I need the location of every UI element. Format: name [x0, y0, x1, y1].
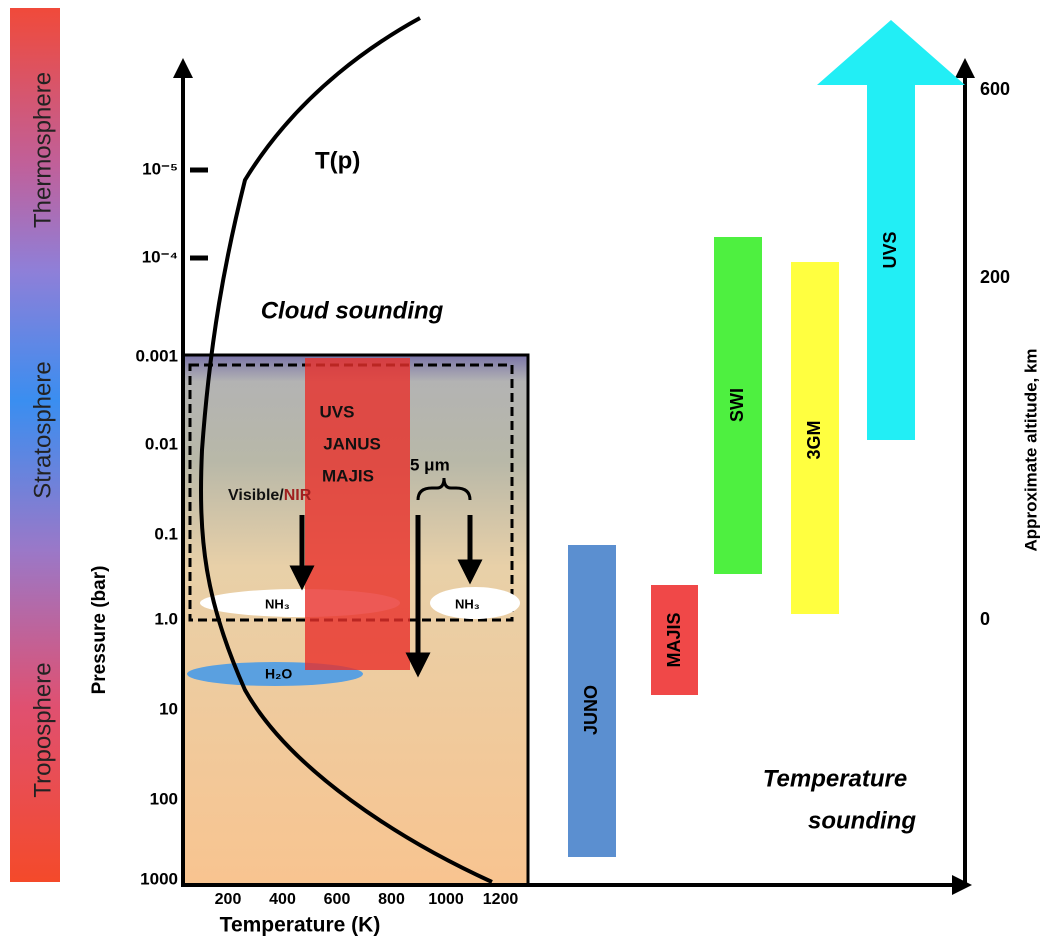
instrument-bar [651, 585, 698, 695]
cloud-label: NH₃ [455, 596, 480, 611]
axis-label: Pressure (bar) [89, 566, 110, 695]
curve-label: T(p) [315, 147, 360, 174]
band-label: 5 μm [410, 455, 450, 474]
visible-label: Visible/NIR [228, 487, 312, 504]
instrument-label: UVS [880, 231, 900, 268]
axis-label: Approximate altitude, km [1021, 348, 1040, 551]
brace [416, 477, 472, 501]
tick-label: 1.0 [154, 609, 178, 628]
axis-label: Temperature (K) [220, 914, 381, 937]
layer-label: Stratosphere [29, 361, 56, 498]
tick-label: 600 [324, 891, 351, 908]
layer-bar [10, 8, 60, 882]
tick-label: 800 [378, 891, 405, 908]
instrument-bar [568, 545, 616, 857]
tick-label: 600 [980, 79, 1010, 99]
tick-label: 400 [269, 891, 296, 908]
instrument-label: SWI [727, 388, 747, 422]
nir-text: NIR [284, 487, 312, 504]
cloud-label: H₂O [265, 666, 292, 682]
cloud-sounding-band [305, 358, 410, 670]
tick-label: 200 [215, 891, 242, 908]
temperature-curve [199, 16, 493, 884]
cloud-sounding-title: Cloud sounding [261, 297, 444, 324]
tick-label: 1200 [483, 891, 519, 908]
tick-label: 10⁻⁴ [142, 247, 178, 266]
tick-label: 0 [980, 609, 990, 629]
tick-label: 1000 [140, 869, 178, 888]
tick-label: 1000 [428, 891, 464, 908]
instrument-label: JANUS [323, 434, 381, 453]
tick-label: 10 [159, 699, 178, 718]
instrument-label: 3GM [804, 420, 824, 459]
cloud-label: NH₃ [265, 596, 290, 611]
temperature-sounding-title: Temperature [763, 765, 908, 792]
tick-label: 100 [150, 789, 178, 808]
tick-label: 10⁻⁵ [142, 159, 178, 178]
instrument-label: MAJIS [322, 466, 374, 485]
instrument-bar [791, 262, 839, 614]
tick-label: 0.001 [135, 346, 178, 365]
instrument-bar [714, 237, 762, 574]
visible-text: Visible/ [228, 487, 284, 504]
cloud [430, 587, 520, 619]
instrument-arrow [817, 20, 965, 440]
tick-label: 200 [980, 267, 1010, 287]
instrument-label: MAJIS [664, 612, 684, 667]
instrument-label: JUNO [581, 685, 601, 735]
instrument-label: UVS [320, 402, 355, 421]
tick-label: 0.1 [154, 524, 178, 543]
tick-label: 0.01 [145, 434, 178, 453]
layer-label: Troposphere [29, 662, 56, 797]
temperature-sounding-title: sounding [808, 807, 916, 834]
layer-label: Thermosphere [29, 72, 56, 228]
